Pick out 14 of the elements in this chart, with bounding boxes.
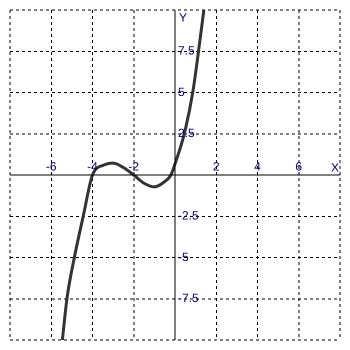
x-axis-title: X [330, 160, 339, 174]
y-tick-label: -5 [178, 250, 189, 264]
line-series [60, 10, 206, 340]
y-tick-label: 7.5 [178, 44, 196, 58]
x-tick-label: -4 [87, 159, 98, 174]
x-tick-label: 2 [212, 159, 220, 174]
x-tick-label: -6 [46, 159, 57, 174]
y-tick-label: -2.5 [178, 208, 200, 223]
y-tick-label: -7.5 [178, 291, 200, 306]
x-tick-label: 4 [254, 159, 262, 174]
y-tick-label: 5 [178, 84, 185, 99]
y-axis-title: Y [179, 10, 188, 24]
x-tick-label: -2 [128, 159, 140, 174]
x-tick-label: 6 [295, 159, 302, 174]
